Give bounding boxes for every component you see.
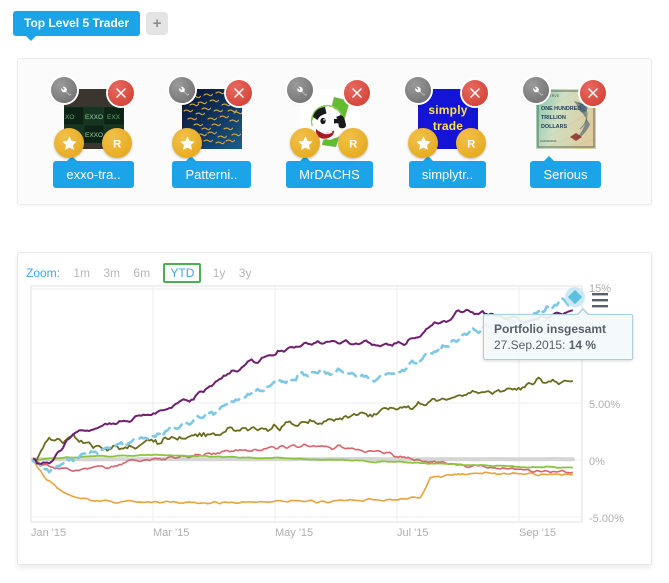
svg-text:XO: XO — [65, 114, 74, 121]
svg-text:TRILLION: TRILLION — [541, 115, 566, 121]
svg-text:EXXO: EXXO — [85, 114, 103, 121]
svg-text:Sep '15: Sep '15 — [519, 527, 556, 539]
svg-text:AA0000000A: AA0000000A — [540, 139, 557, 143]
svg-text:Mar '15: Mar '15 — [153, 527, 189, 539]
svg-text:EXX: EXX — [107, 114, 121, 121]
svg-text:ONE HUNDRED: ONE HUNDRED — [541, 106, 581, 112]
svg-text:Jul '15: Jul '15 — [397, 527, 428, 539]
svg-text:-5.00%: -5.00% — [589, 513, 624, 525]
svg-text:R: R — [349, 138, 357, 150]
svg-text:R: R — [113, 138, 121, 150]
svg-text:5.00%: 5.00% — [589, 399, 620, 411]
svg-text:R: R — [467, 138, 475, 150]
svg-text:DOLLARS: DOLLARS — [541, 124, 567, 130]
svg-text:Jan '15: Jan '15 — [31, 527, 66, 539]
svg-text:May '15: May '15 — [275, 527, 313, 539]
svg-text:EXXO: EXXO — [85, 132, 103, 139]
svg-text:0%: 0% — [589, 456, 605, 468]
